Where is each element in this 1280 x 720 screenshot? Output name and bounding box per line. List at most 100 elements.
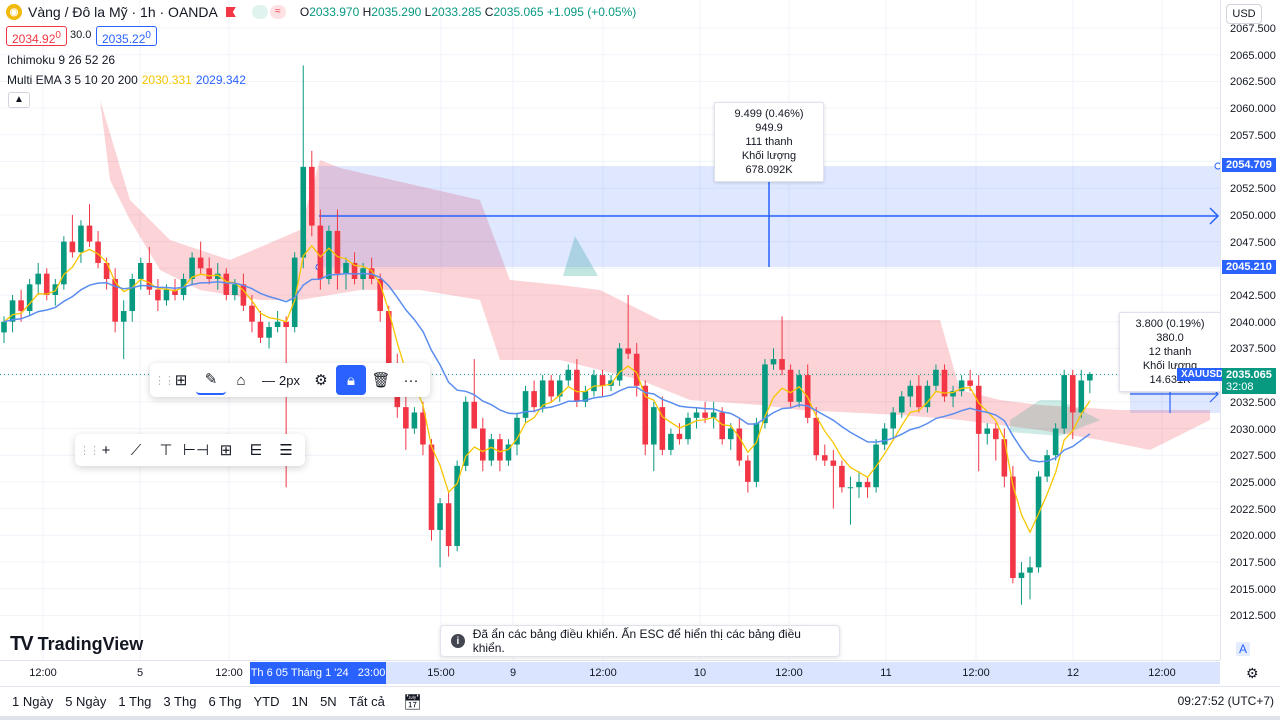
candle-body bbox=[214, 273, 221, 279]
candle-body bbox=[642, 385, 649, 445]
chart-settings-gear-icon[interactable]: ⚙ bbox=[1246, 665, 1259, 681]
sell-price: 2034.92 bbox=[12, 32, 56, 46]
price-range-icon[interactable]: ⊤ bbox=[159, 442, 173, 459]
fill-color-icon[interactable]: ⌂ bbox=[236, 371, 246, 389]
trash-icon[interactable]: 🗑︎ bbox=[371, 372, 391, 389]
symbol-tag: XAUUSD bbox=[1177, 368, 1228, 381]
candle-body bbox=[403, 407, 409, 429]
date-range-icon[interactable]: ⊢⊣ bbox=[182, 442, 210, 459]
time-tick-label: 5 bbox=[136, 667, 144, 679]
currency-selector[interactable]: USD bbox=[1226, 4, 1262, 24]
price-axis[interactable] bbox=[1220, 0, 1280, 660]
price-tick-label: 2015.000 bbox=[1230, 583, 1276, 596]
trend-line-icon[interactable]: ⟋ bbox=[130, 441, 142, 459]
templates-icon[interactable]: ⊞ bbox=[174, 372, 188, 389]
ichimoku-cloud-bullish-2 bbox=[1010, 400, 1100, 436]
lock-icon[interactable]: 🔒︎ bbox=[335, 365, 366, 395]
price-tick-label: 2052.500 bbox=[1230, 183, 1276, 196]
price-tick-label: 2040.000 bbox=[1230, 316, 1276, 329]
range-button[interactable]: 5 Ngày bbox=[65, 694, 107, 709]
candle-body bbox=[762, 364, 768, 424]
collapse-legend-button[interactable]: ▲ bbox=[8, 92, 30, 108]
range-button[interactable]: 5N bbox=[320, 694, 337, 709]
drag-handle-icon[interactable]: ⋮⋮ bbox=[79, 444, 100, 457]
range-button[interactable]: 3 Thg bbox=[163, 694, 197, 709]
long-position-icon[interactable]: ⋿ bbox=[249, 442, 263, 459]
candle-body bbox=[1087, 374, 1093, 381]
candle-body bbox=[9, 300, 16, 322]
more-options-icon[interactable]: ··· bbox=[403, 371, 419, 389]
tradingview-wordmark: TradingView bbox=[37, 634, 144, 654]
candle-body bbox=[856, 481, 862, 488]
settings-gear-icon[interactable]: ⚙ bbox=[314, 372, 328, 389]
symbol-title[interactable]: Vàng / Đô la Mỹ · 1h · OANDA bbox=[28, 4, 218, 20]
upper-range-price-tag: 2054.709 bbox=[1222, 158, 1276, 172]
line-width-selector[interactable]: —2px bbox=[256, 373, 306, 388]
candle-body bbox=[890, 412, 896, 429]
price-tick-label: 2057.500 bbox=[1230, 129, 1276, 142]
candle-body bbox=[727, 428, 734, 440]
drag-handle-icon[interactable]: ⋮⋮ bbox=[154, 374, 175, 387]
range-button[interactable]: YTD bbox=[253, 694, 280, 709]
candle-body bbox=[488, 439, 495, 461]
candle-body bbox=[685, 417, 691, 440]
candle-body bbox=[676, 433, 683, 440]
price-tick-label: 2047.500 bbox=[1230, 236, 1276, 249]
candle-body bbox=[975, 385, 982, 434]
range-button[interactable]: 1N bbox=[291, 694, 309, 709]
gold-coin-icon: ◉ bbox=[6, 4, 22, 20]
candle-body bbox=[625, 348, 631, 354]
range-button[interactable]: 1 Thg bbox=[118, 694, 152, 709]
candle-body bbox=[146, 262, 153, 290]
indicator-ichimoku[interactable]: Ichimoku 9 26 52 26 bbox=[7, 53, 115, 67]
crosshair-icon[interactable]: + bbox=[101, 441, 111, 459]
range-button[interactable]: 1 Ngày bbox=[12, 694, 54, 709]
bottom-toolbar: 1 Ngày 5 Ngày 1 Thg 3 Thg 6 Thg YTD 1N 5N Tất cả… bbox=[0, 686, 1280, 716]
candle-body bbox=[514, 417, 520, 445]
candle-body bbox=[274, 321, 281, 328]
candle-body bbox=[172, 289, 178, 295]
price-chart-canvas[interactable] bbox=[0, 0, 1220, 660]
sell-button[interactable]: 2034.920 bbox=[6, 26, 67, 46]
candle-body bbox=[719, 412, 725, 440]
measure-top-volume: Khối lượng 678.092K bbox=[741, 150, 797, 176]
candle-body bbox=[822, 455, 828, 461]
candle-body bbox=[958, 380, 965, 392]
buy-button[interactable]: 2035.220 bbox=[96, 26, 157, 46]
line-color-pencil-icon[interactable]: ✎ bbox=[196, 365, 226, 395]
range-button[interactable]: Tất cả bbox=[348, 694, 385, 709]
candle-body bbox=[120, 311, 127, 322]
measure-top-change: 9.499 (0.46%) 949.9 bbox=[734, 108, 804, 134]
candle-body bbox=[223, 273, 230, 295]
candle-body bbox=[770, 359, 777, 365]
market-status-pill[interactable]: ≈ bbox=[251, 5, 286, 19]
auto-scale-button[interactable]: A bbox=[1236, 642, 1250, 656]
candle-body bbox=[462, 401, 469, 466]
candle-body bbox=[1027, 567, 1033, 573]
ichimoku-cloud-bearish bbox=[100, 100, 1210, 450]
indicator-multi-ema[interactable]: Multi EMA 3 5 10 20 200 2030.331 2029.342 bbox=[7, 73, 246, 87]
candle-body bbox=[78, 225, 84, 253]
candle-body bbox=[539, 380, 546, 408]
price-range-handle bbox=[1214, 162, 1220, 170]
selected-date: Th 6 05 Tháng 1 '24 bbox=[250, 667, 349, 679]
candle-body bbox=[454, 465, 460, 546]
open-value: 2033.970 bbox=[309, 5, 360, 19]
price-tick-label: 2022.500 bbox=[1230, 503, 1276, 516]
price-tick-label: 2037.500 bbox=[1230, 343, 1276, 356]
info-icon: i bbox=[451, 634, 465, 648]
drawing-tools-toolbar: ⋮⋮ + ⟋ ⊤ ⊢⊣ ⊞ ⋿ ☰ bbox=[75, 434, 305, 466]
change-value: +1.095 (+0.05%) bbox=[546, 5, 637, 19]
tradingview-logo[interactable]: TV TradingView bbox=[10, 633, 143, 656]
clock[interactable]: 09:27:52 (UTC+7) bbox=[1177, 694, 1274, 708]
candle-body bbox=[377, 278, 383, 312]
spread-value: 30.0 bbox=[70, 26, 92, 46]
date-price-range-icon[interactable]: ⊞ bbox=[219, 442, 233, 459]
short-position-icon[interactable]: ☰ bbox=[279, 442, 293, 459]
calendar-icon[interactable]: 📅︎ bbox=[402, 693, 422, 711]
flag-icon[interactable] bbox=[225, 7, 236, 17]
candle-body bbox=[1069, 375, 1076, 413]
range-button[interactable]: 6 Thg bbox=[208, 694, 242, 709]
candle-body bbox=[232, 284, 238, 295]
candle-body bbox=[993, 428, 999, 440]
